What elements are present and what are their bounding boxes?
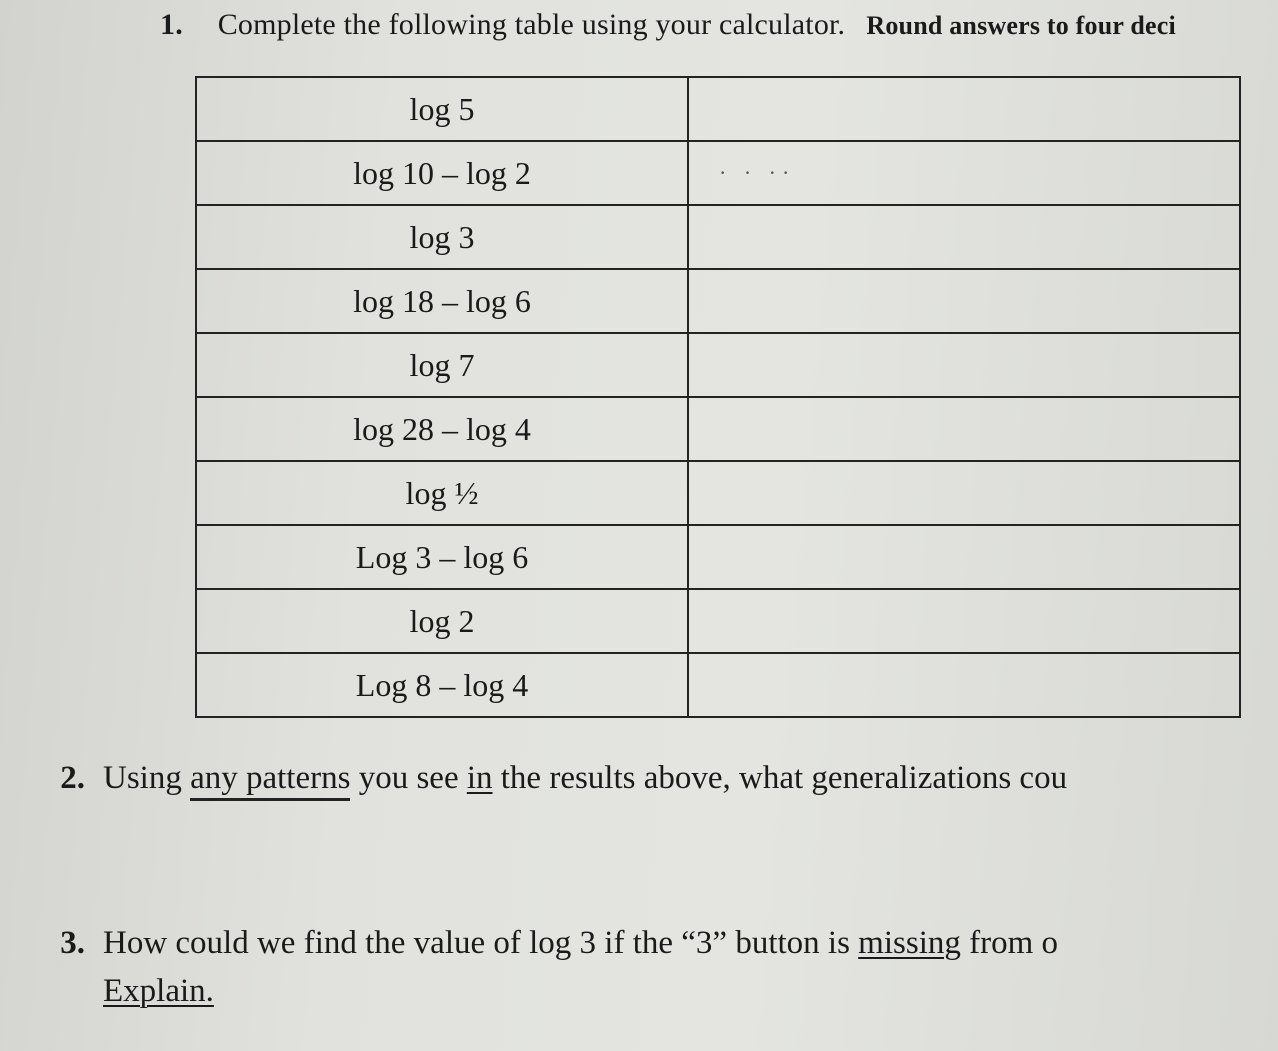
table-row: log ½ [196, 461, 1240, 525]
question-1-tail-text: Round answers to four deci [866, 11, 1176, 40]
q2-in: in [467, 760, 493, 796]
q3-missing: missing [858, 925, 961, 961]
table-row: log 2 [196, 589, 1240, 653]
table-cell-expr: log 3 [196, 205, 688, 269]
table-cell-expr: log 28 – log 4 [196, 397, 688, 461]
table-body: log 5 log 10 – log 2 · · ·· log 3 log 18… [196, 77, 1240, 717]
q3-line1a: How could we find the value of log 3 if … [103, 925, 858, 961]
question-2-number: 2. [20, 760, 103, 797]
table-cell-ans[interactable]: · · ·· [688, 141, 1240, 205]
table-cell-expr: Log 8 – log 4 [196, 653, 688, 717]
table-row: Log 3 – log 6 [196, 525, 1240, 589]
table-cell-ans[interactable] [688, 653, 1240, 717]
q2-middle: you see [350, 760, 466, 796]
question-3-number: 3. [20, 920, 103, 968]
question-3-body: How could we find the value of log 3 if … [103, 920, 1253, 1016]
table-row: Log 8 – log 4 [196, 653, 1240, 717]
table-cell-ans[interactable] [688, 461, 1240, 525]
table-cell-expr: log 2 [196, 589, 688, 653]
table-cell-ans[interactable] [688, 77, 1240, 141]
table-row: log 18 – log 6 [196, 269, 1240, 333]
table-row: log 7 [196, 333, 1240, 397]
q2-prefix: Using [103, 760, 190, 796]
worksheet-page: 1. Complete the following table using yo… [0, 0, 1278, 1051]
table-cell-expr: log ½ [196, 461, 688, 525]
table-cell-ans[interactable] [688, 333, 1240, 397]
table-cell-expr: log 18 – log 6 [196, 269, 688, 333]
q3-line1c: from o [961, 925, 1058, 961]
table-row: log 10 – log 2 · · ·· [196, 141, 1240, 205]
q3-explain: Explain. [103, 973, 214, 1009]
table-cell-ans[interactable] [688, 589, 1240, 653]
table-row: log 3 [196, 205, 1240, 269]
question-1-tail [853, 11, 866, 40]
table-row: log 5 [196, 77, 1240, 141]
table-cell-expr: log 7 [196, 333, 688, 397]
table-cell-expr: log 10 – log 2 [196, 141, 688, 205]
table: log 5 log 10 – log 2 · · ·· log 3 log 18… [195, 76, 1241, 718]
q2-rest: the results above, what generalizations … [493, 760, 1068, 796]
question-1-number: 1. [160, 8, 210, 42]
question-1: 1. Complete the following table using yo… [160, 8, 1278, 42]
table-cell-ans[interactable] [688, 205, 1240, 269]
log-table: log 5 log 10 – log 2 · · ·· log 3 log 18… [195, 76, 1205, 718]
question-2: 2.Using any patterns you see in the resu… [20, 760, 1278, 801]
table-cell-ans[interactable] [688, 269, 1240, 333]
table-row: log 28 – log 4 [196, 397, 1240, 461]
table-cell-expr: Log 3 – log 6 [196, 525, 688, 589]
table-cell-expr: log 5 [196, 77, 688, 141]
question-1-lead: Complete the following table using your … [218, 8, 846, 41]
question-3: 3. How could we find the value of log 3 … [20, 920, 1278, 1016]
q2-underlined: any patterns [190, 760, 350, 801]
table-cell-ans[interactable] [688, 397, 1240, 461]
table-cell-ans[interactable] [688, 525, 1240, 589]
